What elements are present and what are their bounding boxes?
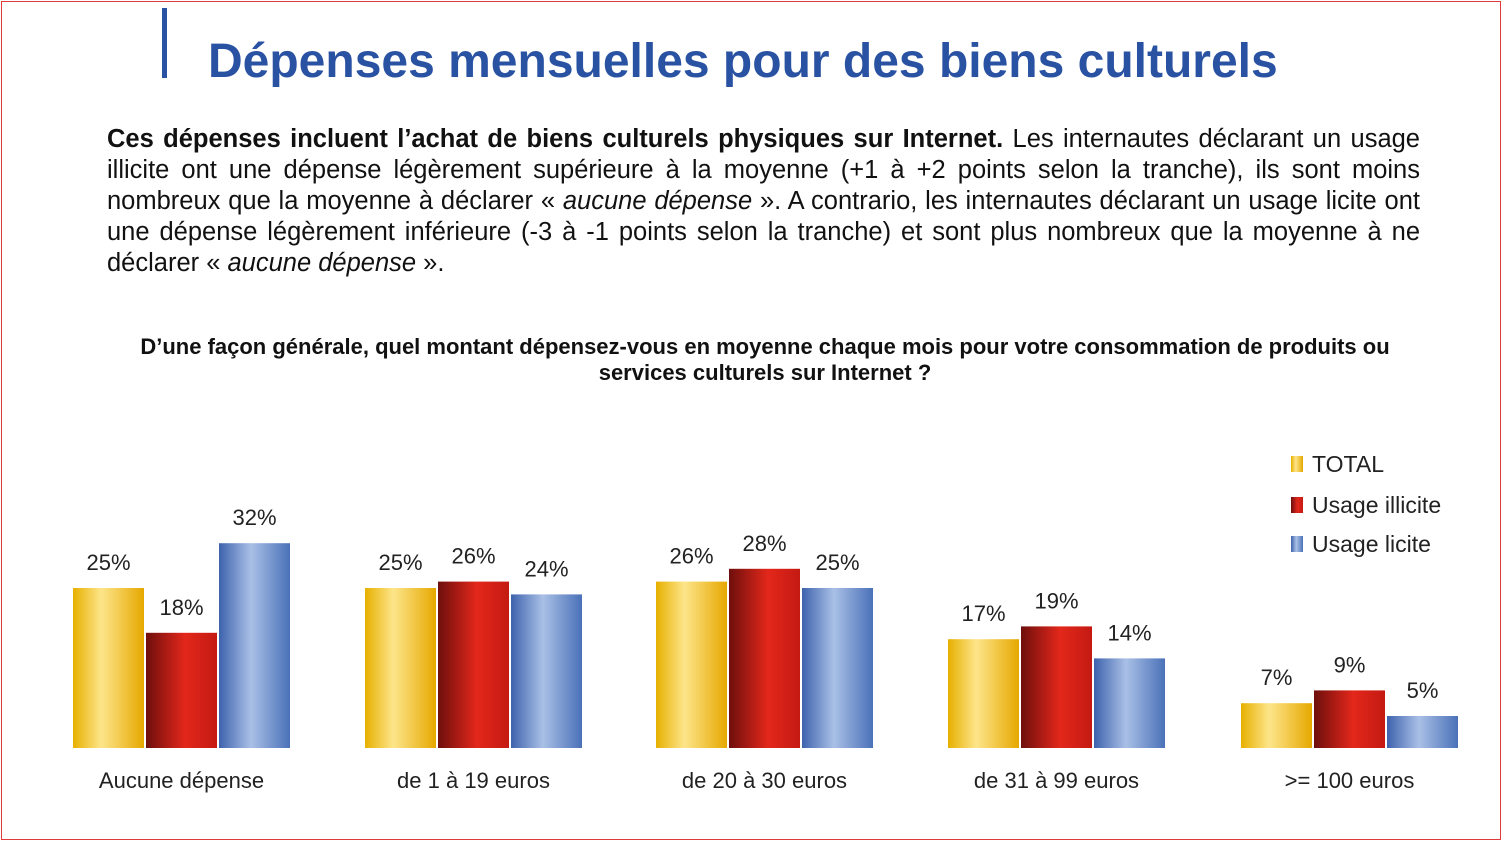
- intro-part2: ». A contrario, les internautes déclaran…: [107, 187, 1420, 277]
- data-label: 32%: [232, 505, 276, 530]
- bar-usage-illicite-3: [1021, 626, 1092, 748]
- title-accent-bar: [162, 8, 167, 78]
- intro-paragraph: Ces dépenses incluent l’achat de biens c…: [107, 124, 1420, 279]
- legend-label: TOTAL: [1312, 451, 1384, 477]
- bar-usage-illicite-2: [729, 568, 800, 748]
- bar-usage-licite-4: [1387, 716, 1458, 748]
- category-label: Aucune dépense: [99, 768, 264, 793]
- bar-chart: 25% 18% 32% Aucune dépense 25% 26% 24% de 1 à 1…: [73, 451, 1458, 793]
- intro-part3: ».: [416, 249, 445, 277]
- data-label: 17%: [961, 601, 1005, 626]
- data-label: 25%: [378, 550, 422, 575]
- data-label: 9%: [1334, 652, 1366, 677]
- bar-total-1: [365, 588, 436, 748]
- category-label: de 31 à 99 euros: [974, 768, 1139, 793]
- intro-italic2: aucune dépense: [227, 249, 417, 277]
- intro-bold: Ces dépenses incluent l’achat de biens c…: [107, 125, 1004, 153]
- survey-question: D’une façon générale, quel montant dépen…: [140, 334, 1390, 385]
- data-label: 26%: [451, 544, 495, 569]
- intro-part1: Les internautes déclarant un usage illic…: [107, 125, 1420, 215]
- bar-total-4: [1241, 703, 1312, 748]
- page-title: Dépenses mensuelles pour des biens cultu…: [208, 35, 1278, 88]
- bar-total-0: [73, 588, 144, 748]
- bar-usage-illicite-1: [438, 581, 509, 748]
- data-label: 25%: [86, 550, 130, 575]
- intro-italic1: aucune dépense: [562, 187, 753, 215]
- category-label: >= 100 euros: [1285, 768, 1415, 793]
- legend-swatch: [1291, 456, 1303, 472]
- data-label: 18%: [159, 595, 203, 620]
- legend-swatch: [1291, 536, 1303, 552]
- data-label: 19%: [1034, 588, 1078, 613]
- data-label: 14%: [1107, 620, 1151, 645]
- legend-label: Usage illicite: [1312, 492, 1441, 518]
- bar-usage-illicite-0: [146, 632, 217, 748]
- bar-usage-licite-2: [802, 588, 873, 748]
- category-label: de 1 à 19 euros: [397, 768, 550, 793]
- bar-total-2: [656, 581, 727, 748]
- bar-usage-illicite-4: [1314, 690, 1385, 748]
- data-label: 7%: [1261, 665, 1293, 690]
- bar-usage-licite-0: [219, 543, 290, 748]
- data-label: 25%: [815, 550, 859, 575]
- legend-swatch: [1291, 497, 1303, 513]
- data-label: 28%: [742, 531, 786, 556]
- data-label: 24%: [524, 556, 568, 581]
- data-label: 5%: [1407, 678, 1439, 703]
- legend-label: Usage licite: [1312, 531, 1431, 557]
- bar-usage-licite-1: [511, 594, 582, 748]
- data-label: 26%: [669, 544, 713, 569]
- bar-usage-licite-3: [1094, 658, 1165, 748]
- bar-total-3: [948, 639, 1019, 748]
- category-label: de 20 à 30 euros: [682, 768, 847, 793]
